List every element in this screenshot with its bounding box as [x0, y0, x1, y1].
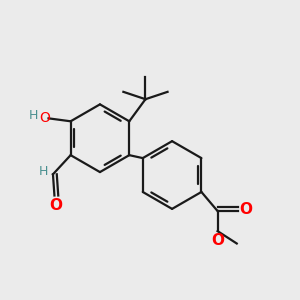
Text: H: H: [28, 109, 38, 122]
Text: O: O: [39, 111, 50, 125]
Text: H: H: [39, 165, 49, 178]
Text: O: O: [50, 198, 63, 213]
Text: O: O: [211, 233, 224, 248]
Text: O: O: [240, 202, 253, 217]
